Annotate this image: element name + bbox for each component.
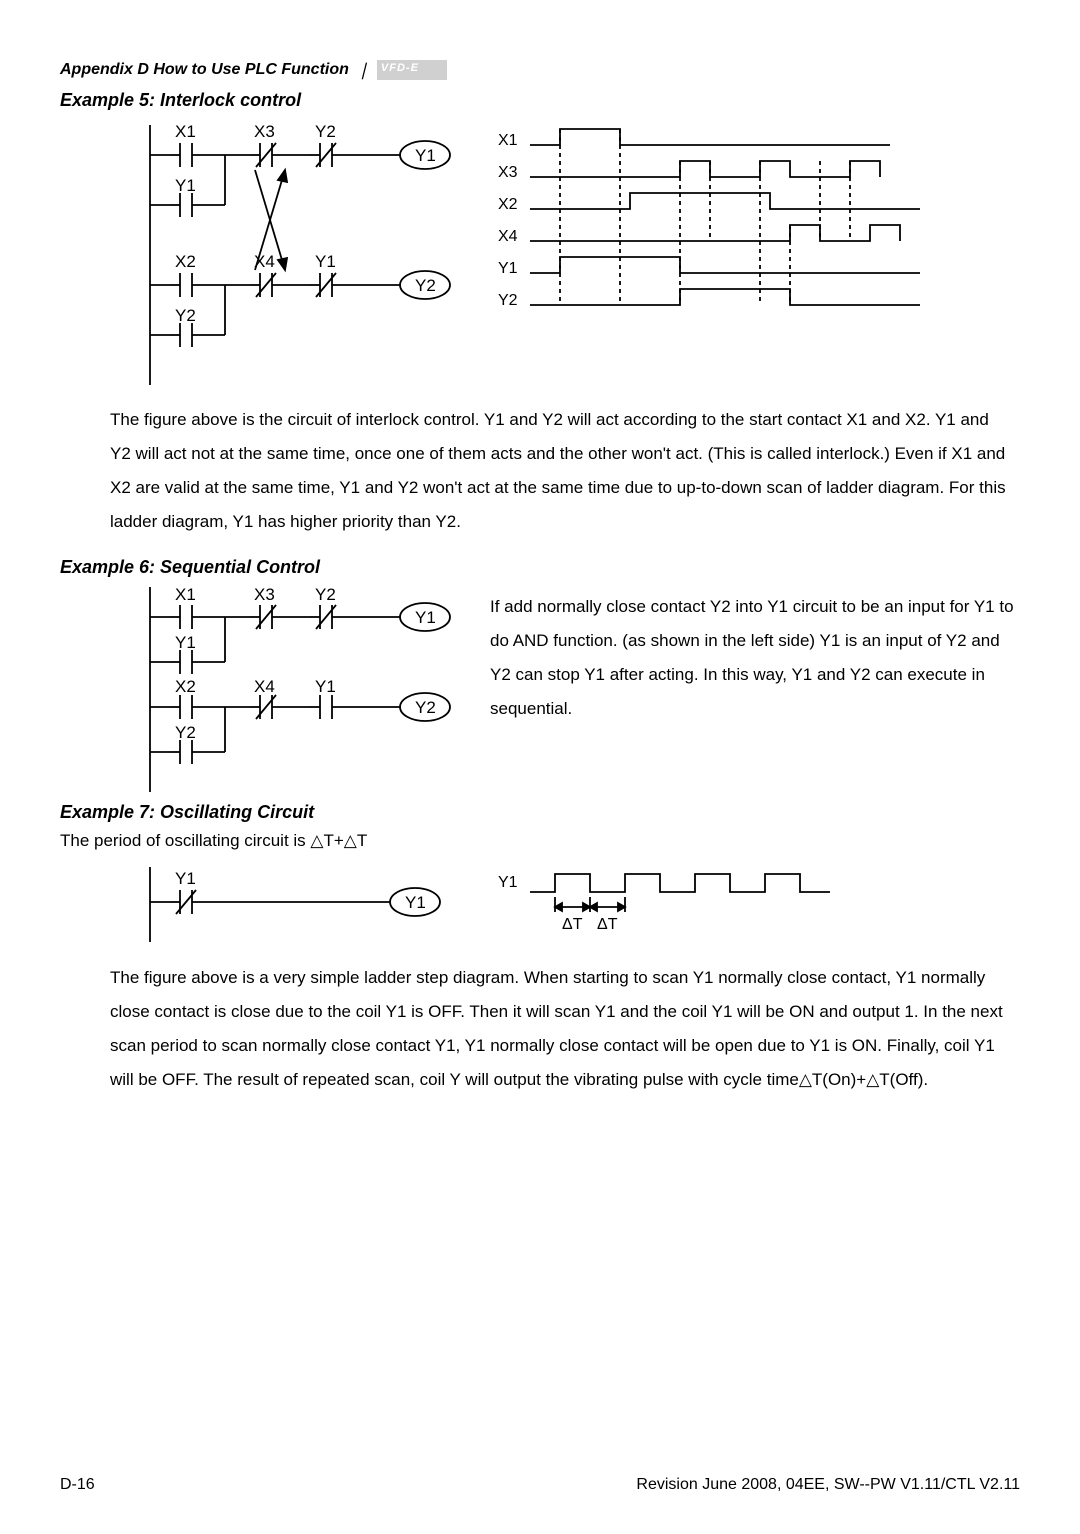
svg-text:X3: X3 bbox=[498, 164, 518, 181]
appendix-text: Appendix D How to Use PLC Function bbox=[60, 61, 349, 79]
lbl: Y1 bbox=[315, 252, 336, 271]
ex7-title: Example 7: Oscillating Circuit bbox=[60, 802, 1020, 823]
lbl: X3 bbox=[254, 122, 275, 141]
svg-text:Y1: Y1 bbox=[498, 260, 518, 277]
svg-text:X1: X1 bbox=[175, 585, 196, 604]
lbl: Y2 bbox=[315, 122, 336, 141]
lbl: Y1 bbox=[415, 146, 436, 165]
svg-text:Y1: Y1 bbox=[315, 677, 336, 696]
ex7-ladder-diagram: Y1 Y1 bbox=[130, 862, 470, 942]
svg-text:Y2: Y2 bbox=[415, 698, 436, 717]
ex6-side-text: If add normally close contact Y2 into Y1… bbox=[490, 582, 1020, 726]
ex5-timing-diagram: X1 X3 X2 X4 Y1 Y2 bbox=[490, 115, 920, 335]
svg-text:X2: X2 bbox=[498, 196, 518, 213]
svg-text:Y1: Y1 bbox=[405, 893, 426, 912]
page-footer: D-16 Revision June 2008, 04EE, SW--PW V1… bbox=[60, 1476, 1020, 1494]
revision-text: Revision June 2008, 04EE, SW--PW V1.11/C… bbox=[636, 1476, 1020, 1494]
svg-text:Y1: Y1 bbox=[175, 869, 196, 888]
svg-text:Y2: Y2 bbox=[315, 585, 336, 604]
ex6-title: Example 6: Sequential Control bbox=[60, 557, 1020, 578]
svg-text:ΔT: ΔT bbox=[597, 916, 618, 933]
svg-text:X3: X3 bbox=[254, 585, 275, 604]
brand-logo: VFD-E bbox=[377, 60, 447, 80]
svg-text:Y2: Y2 bbox=[498, 292, 518, 309]
lbl: X1 bbox=[175, 122, 196, 141]
svg-text:Y1: Y1 bbox=[498, 874, 518, 891]
svg-text:X4: X4 bbox=[498, 228, 518, 245]
svg-text:X2: X2 bbox=[175, 677, 196, 696]
page-number: D-16 bbox=[60, 1476, 95, 1494]
ex7-timing-diagram: Y1 ΔT ΔT bbox=[490, 857, 850, 947]
ex7-body: The figure above is a very simple ladder… bbox=[110, 961, 1010, 1097]
ex7-period: The period of oscillating circuit is △T+… bbox=[60, 831, 1020, 851]
svg-text:X1: X1 bbox=[498, 132, 518, 149]
lbl: X4 bbox=[254, 252, 275, 271]
ex5-body: The figure above is the circuit of inter… bbox=[110, 403, 1010, 539]
lbl: Y1 bbox=[175, 176, 196, 195]
lbl: Y2 bbox=[175, 306, 196, 325]
ex6-ladder-diagram: X1 X3 Y2 Y1 Y1 X2 X4 Y1 Y2 Y2 bbox=[130, 582, 470, 792]
ex5-ladder-diagram: X1 X3 Y2 Y1 Y1 X2 X4 Y1 Y2 Y2 bbox=[130, 115, 470, 385]
svg-text:Y1: Y1 bbox=[175, 633, 196, 652]
ex5-title: Example 5: Interlock control bbox=[60, 90, 1020, 111]
svg-text:ΔT: ΔT bbox=[562, 916, 583, 933]
svg-text:Y2: Y2 bbox=[175, 723, 196, 742]
svg-text:X4: X4 bbox=[254, 677, 275, 696]
lbl: X2 bbox=[175, 252, 196, 271]
lbl: Y2 bbox=[415, 276, 436, 295]
svg-text:Y1: Y1 bbox=[415, 608, 436, 627]
appendix-header: Appendix D How to Use PLC Function ｜ VFD… bbox=[60, 58, 1020, 82]
